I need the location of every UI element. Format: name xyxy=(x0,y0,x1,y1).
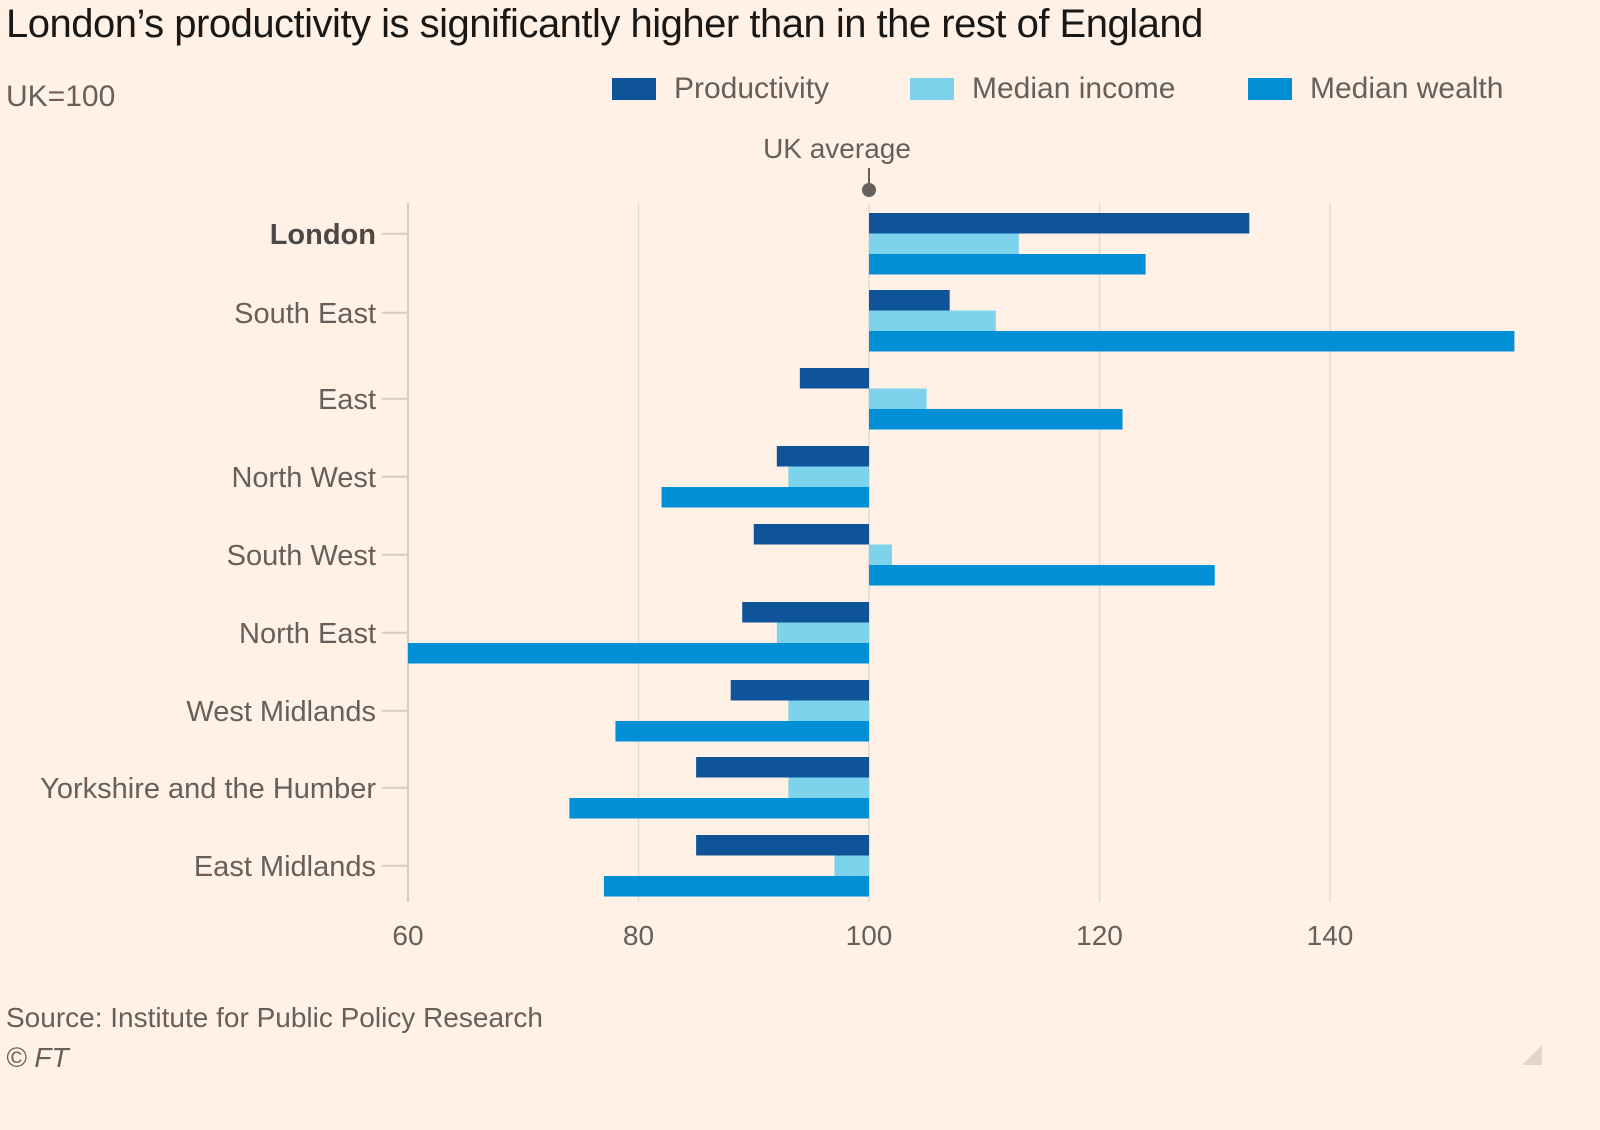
category-label-yorkshire-and-the-humber: Yorkshire and the Humber xyxy=(40,773,376,805)
category-label-north-west: North West xyxy=(231,462,376,494)
bar-median-wealth-east xyxy=(869,409,1123,430)
bar-median-income-west-midlands xyxy=(788,700,869,721)
bar-productivity-london xyxy=(869,213,1250,234)
legend-label-productivity: Productivity xyxy=(674,72,830,105)
bar-productivity-north-east xyxy=(742,602,869,623)
bar-productivity-west-midlands xyxy=(730,680,869,701)
bar-median-income-north-west xyxy=(788,466,869,487)
bar-median-wealth-yorkshire-and-the-humber xyxy=(569,798,869,819)
chart-subtitle: UK=100 xyxy=(6,80,116,113)
bar-productivity-east xyxy=(799,368,869,389)
legend-label-median-wealth: Median wealth xyxy=(1310,72,1504,105)
bar-median-income-east-midlands xyxy=(834,855,869,876)
category-label-north-east: North East xyxy=(239,618,376,650)
bar-median-income-london xyxy=(869,233,1019,254)
x-tick-label: 120 xyxy=(1076,920,1123,951)
source-note: Source: Institute for Public Policy Rese… xyxy=(6,1002,543,1033)
bar-median-wealth-london xyxy=(869,254,1146,275)
bar-median-wealth-north-east xyxy=(408,643,869,664)
chart-title: London’s productivity is significantly h… xyxy=(6,2,1203,46)
bar-productivity-south-west xyxy=(753,524,869,545)
bar-productivity-south-east xyxy=(869,290,950,311)
category-label-east-midlands: East Midlands xyxy=(194,851,376,883)
bar-median-income-east xyxy=(869,388,927,409)
bar-median-income-south-east xyxy=(869,310,996,331)
bar-median-wealth-east-midlands xyxy=(603,876,869,897)
bar-median-income-yorkshire-and-the-humber xyxy=(788,777,869,798)
x-tick-label: 80 xyxy=(623,920,654,951)
category-label-east: East xyxy=(318,384,376,416)
annotation-marker-dot xyxy=(862,183,876,197)
category-label-west-midlands: West Midlands xyxy=(186,696,376,728)
legend-label-median-income: Median income xyxy=(972,72,1176,105)
bar-median-wealth-north-west xyxy=(661,487,869,508)
legend-item-median-wealth: Median wealth xyxy=(1248,72,1503,106)
legend-swatch-median-wealth xyxy=(1248,78,1292,100)
bar-median-wealth-south-east xyxy=(869,331,1515,352)
bar-median-wealth-west-midlands xyxy=(615,721,869,742)
bar-productivity-yorkshire-and-the-humber xyxy=(696,757,869,778)
category-label-south-west: South West xyxy=(227,540,376,572)
resize-handle-icon xyxy=(1522,1045,1542,1065)
x-tick-label: 100 xyxy=(846,920,893,951)
bar-median-income-north-east xyxy=(776,622,869,643)
x-tick-label: 140 xyxy=(1307,920,1354,951)
bar-median-wealth-south-west xyxy=(869,565,1215,586)
legend-item-productivity: Productivity xyxy=(612,72,829,106)
category-label-london: London xyxy=(270,219,376,251)
annotation-uk-average: UK average xyxy=(763,133,911,164)
legend-item-median-income: Median income xyxy=(910,72,1175,106)
bar-productivity-east-midlands xyxy=(696,835,869,856)
legend-swatch-productivity xyxy=(612,78,656,100)
copyright-note: © FT xyxy=(6,1042,69,1073)
bar-chart: 60 80 100 120 140 London South East East North W… xyxy=(40,133,1515,951)
bar-median-income-south-west xyxy=(869,544,893,565)
legend-swatch-median-income xyxy=(910,78,954,100)
x-tick-label: 60 xyxy=(392,920,423,951)
category-label-south-east: South East xyxy=(234,298,376,330)
bar-productivity-north-west xyxy=(776,446,869,467)
